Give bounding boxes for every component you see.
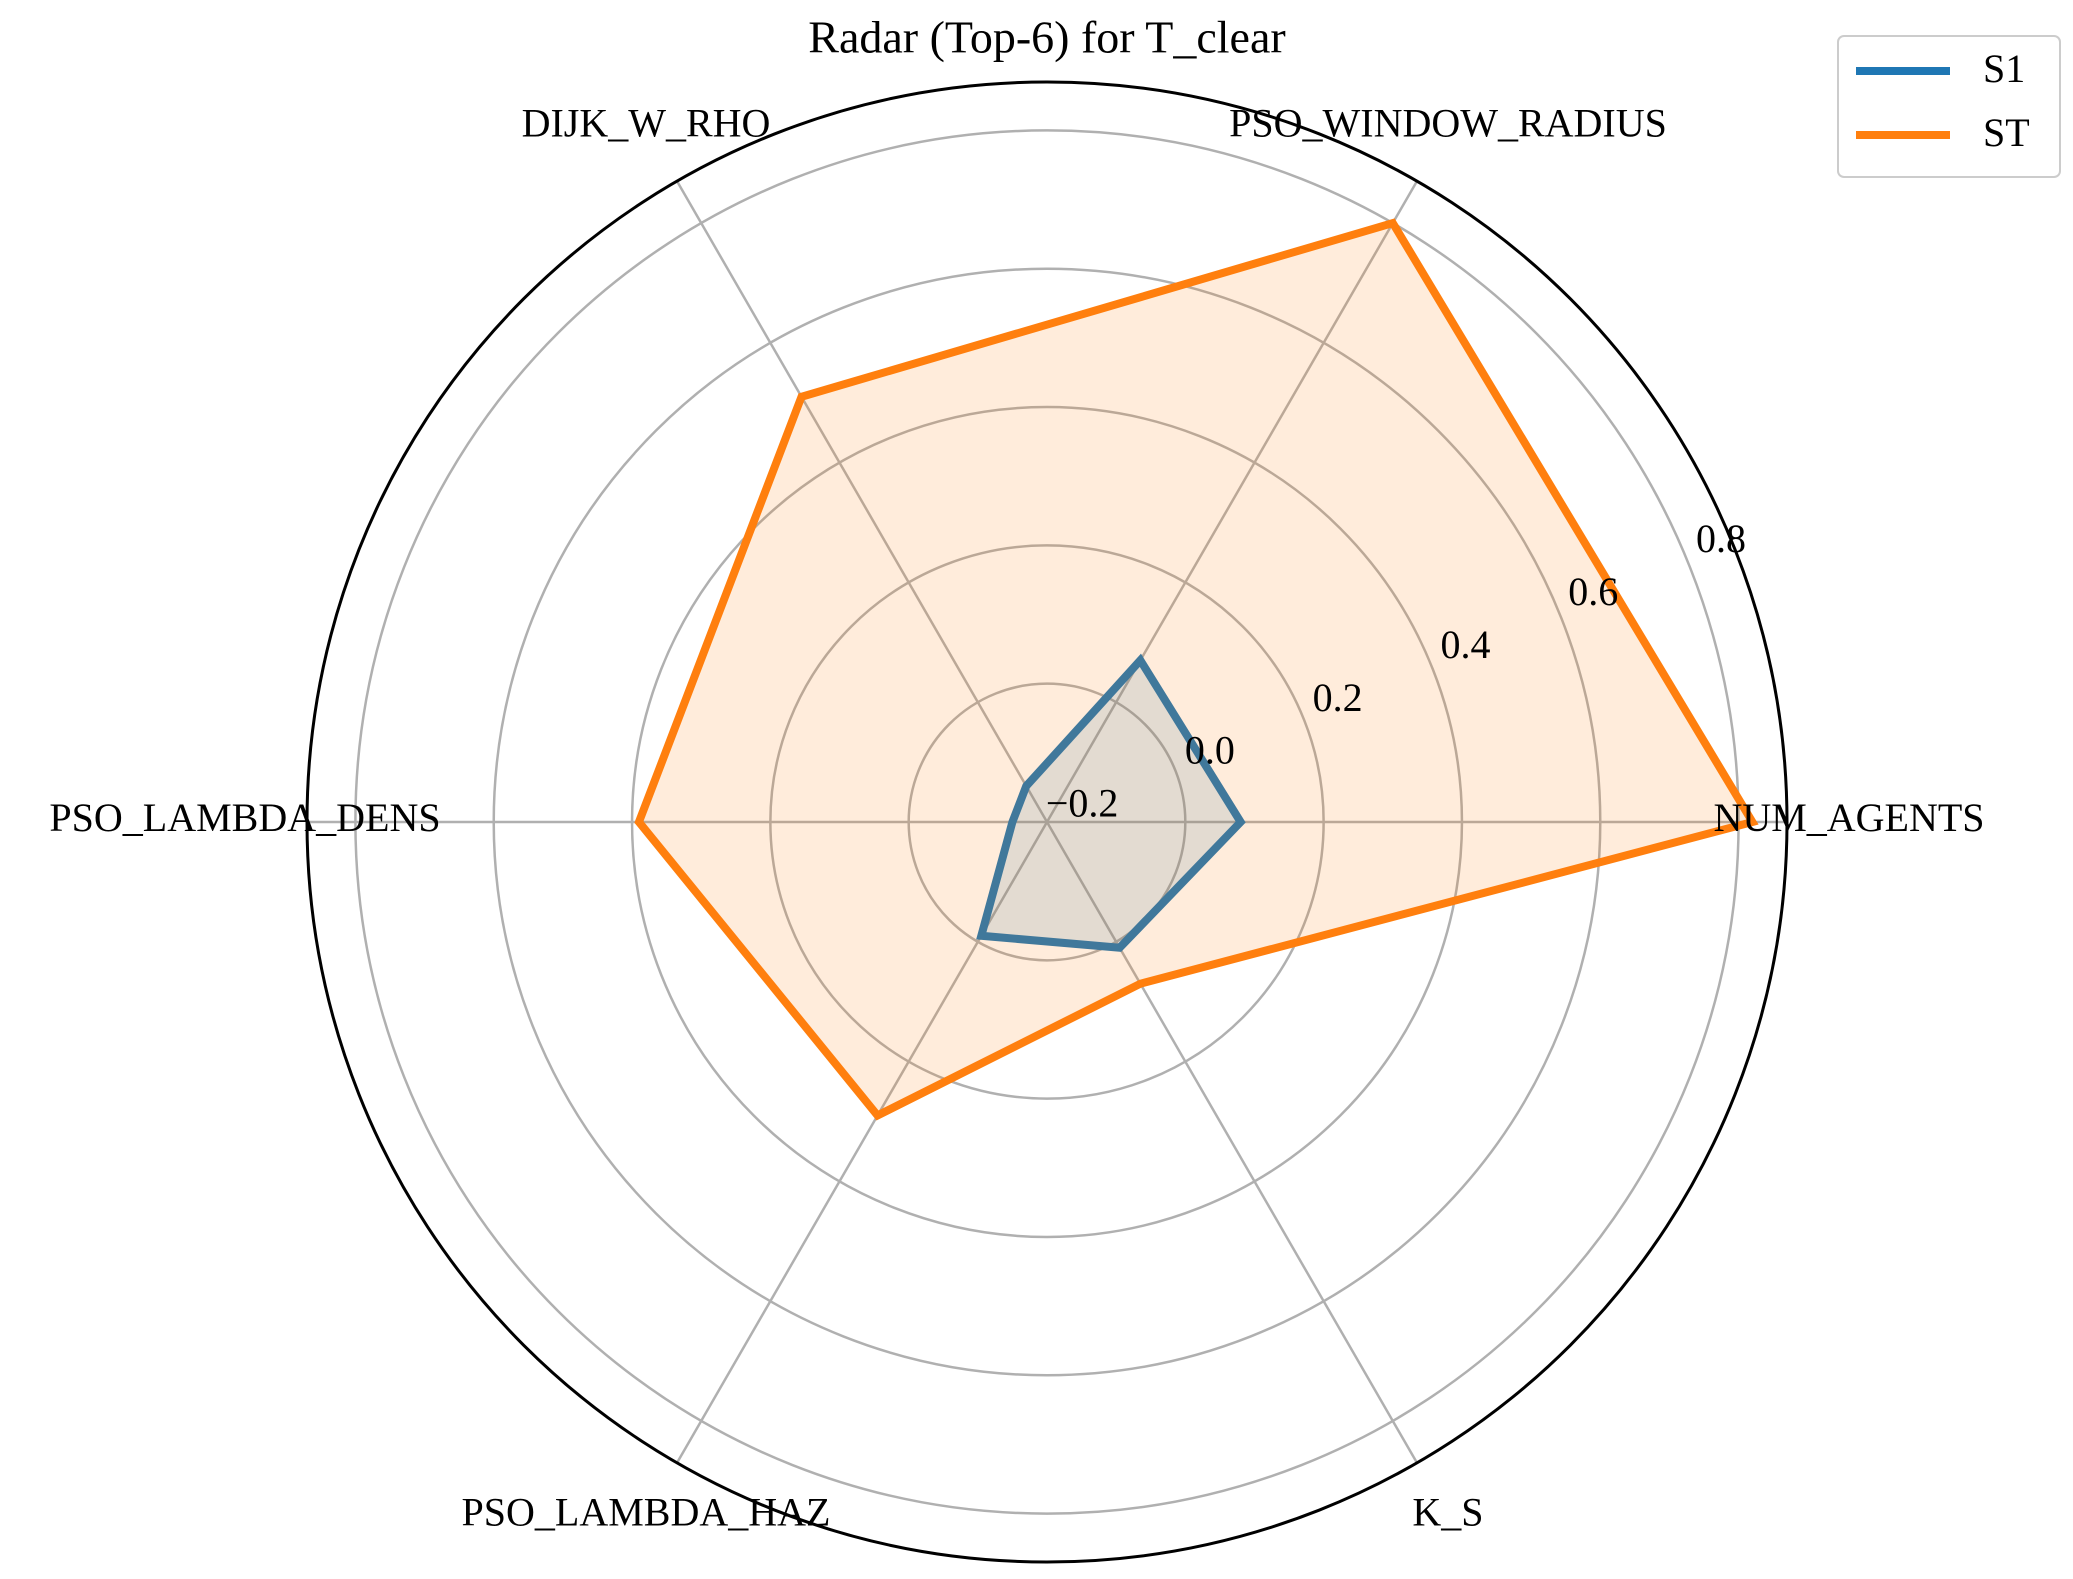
category-label: K_S — [1412, 1490, 1483, 1535]
r-tick-label: −0.2 — [1046, 781, 1119, 826]
spoke — [1045, 180, 1419, 823]
series-area — [981, 660, 1241, 948]
category-label: NUM_AGENTS — [1713, 795, 1984, 840]
spoke — [1045, 821, 1419, 1464]
spoke — [675, 180, 1049, 823]
r-tick-label: 0.0 — [1185, 728, 1235, 773]
r-tick-label: 0.2 — [1313, 675, 1363, 720]
category-label: PSO_LAMBDA_DENS — [49, 795, 440, 840]
r-tick-label: 0.8 — [1696, 516, 1746, 561]
series-line — [976, 653, 1246, 952]
category-label: PSO_WINDOW_RADIUS — [1229, 101, 1667, 146]
series-area — [638, 223, 1753, 1116]
r-tick-label: 0.4 — [1440, 622, 1490, 667]
series-line — [634, 218, 1759, 1121]
r-tick-label: 0.6 — [1568, 569, 1618, 614]
category-label: PSO_LAMBDA_HAZ — [462, 1490, 831, 1535]
legend-box — [1837, 35, 2061, 178]
legend-label: ST — [1983, 110, 2030, 155]
legend-label: S1 — [1983, 46, 2025, 91]
polar-frame — [305, 80, 1789, 1564]
category-label: DIJK_W_RHO — [522, 101, 771, 146]
legend: S1 ST — [1837, 35, 2061, 178]
chart-title: Radar (Top-6) for T_clear — [808, 12, 1285, 63]
